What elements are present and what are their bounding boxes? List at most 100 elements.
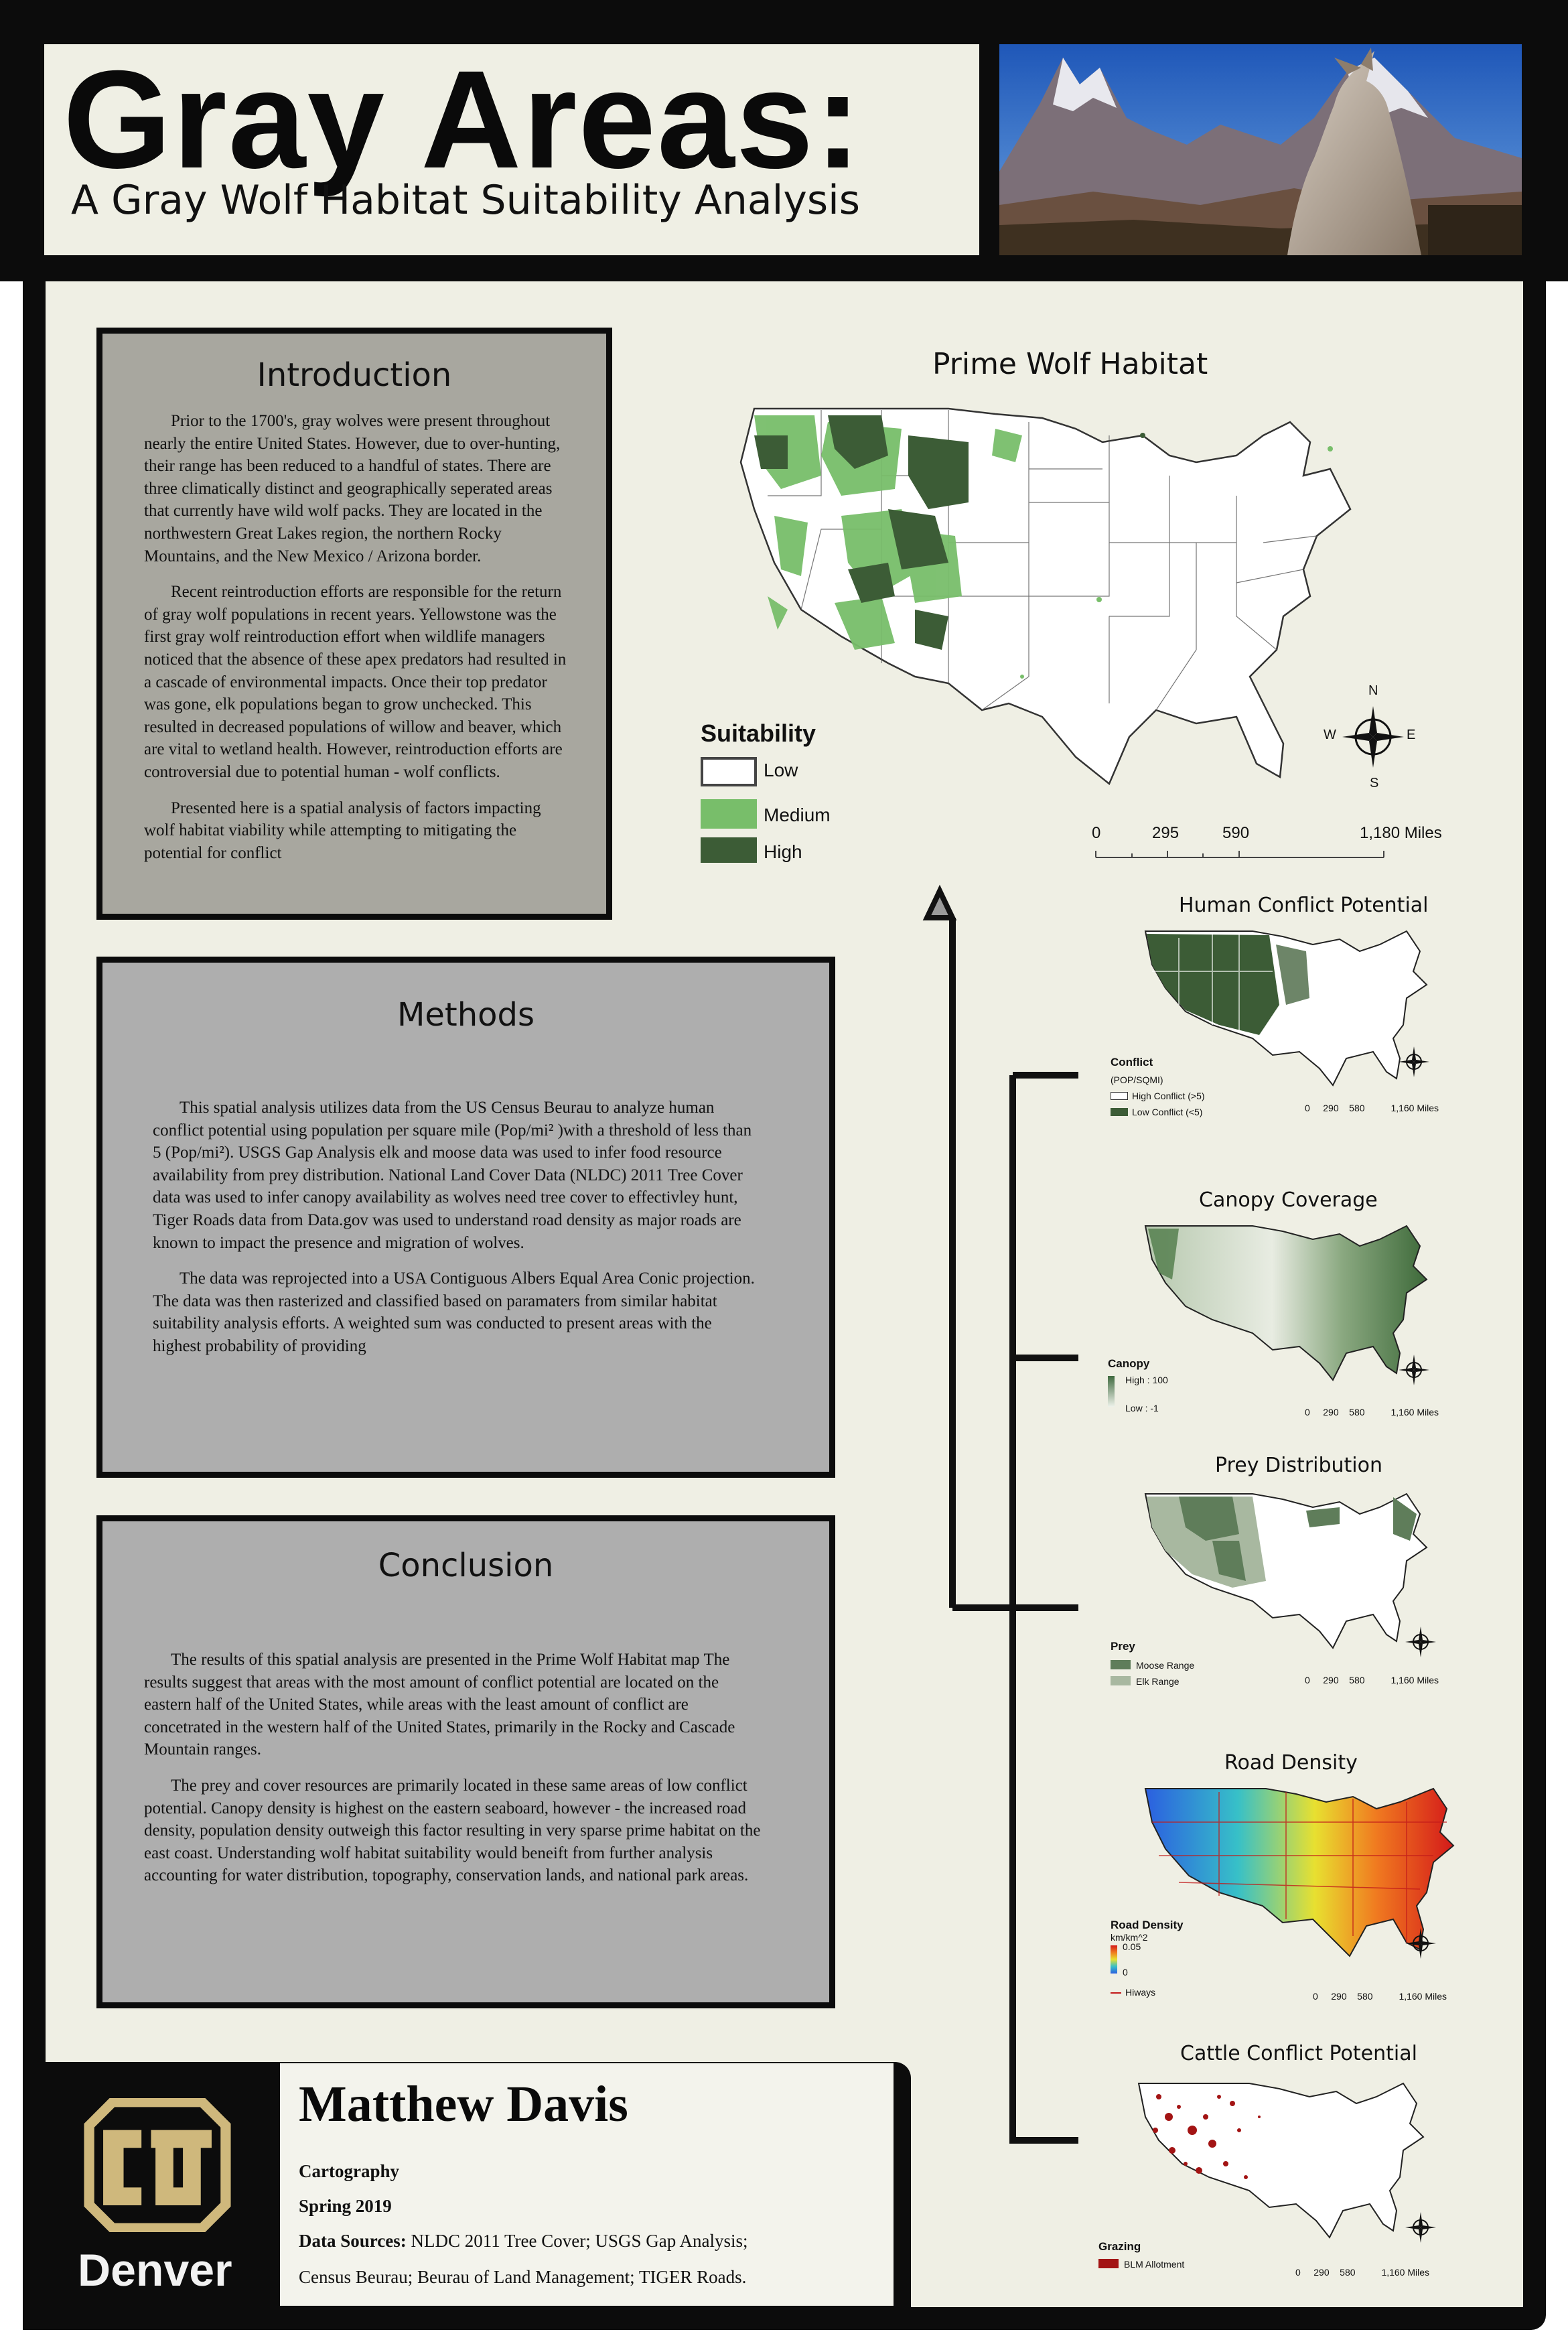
cattle-legend-title: Grazing bbox=[1098, 2240, 1141, 2253]
compass-rose-icon bbox=[1405, 1928, 1436, 1959]
road-legend-hiways: Hiways bbox=[1125, 1987, 1156, 1998]
prey-map-title: Prey Distribution bbox=[1215, 1454, 1383, 1477]
conclusion-paragraph: The results of this spatial analysis are… bbox=[144, 1651, 735, 1759]
author-name: Matthew Davis bbox=[299, 2076, 628, 2132]
cattle-legend-blm: BLM Allotment bbox=[1124, 2259, 1185, 2270]
road-legend-low: 0 bbox=[1123, 1967, 1128, 1978]
methods-text: This spatial analysis utilizes data from… bbox=[153, 1097, 756, 1371]
canopy-map-title: Canopy Coverage bbox=[1199, 1188, 1378, 1212]
conflict-map-title: Human Conflict Potential bbox=[1179, 894, 1429, 917]
scale-tick-3: 1,160 Miles bbox=[1399, 1991, 1447, 2002]
scale-tick-0: 0 bbox=[1313, 1991, 1318, 2002]
conflict-legend-sub: (POP/SQMI) bbox=[1111, 1075, 1163, 1085]
sources-text-1: NLDC 2011 Tree Cover; USGS Gap Analysis; bbox=[406, 2231, 748, 2251]
scale-tick-1: 295 bbox=[1152, 824, 1180, 842]
compass-w: W bbox=[1324, 728, 1336, 742]
cu-denver-wordmark: Denver bbox=[78, 2245, 232, 2296]
cattle-map-title: Cattle Conflict Potential bbox=[1180, 2042, 1417, 2065]
conflict-swatch-high bbox=[1111, 1092, 1128, 1100]
prey-legend-moose: Moose Range bbox=[1136, 1660, 1195, 1671]
conclusion-paragraph: The prey and cover resources are primari… bbox=[144, 1776, 761, 1885]
methods-paragraph: This spatial analysis utilizes data from… bbox=[153, 1099, 752, 1252]
prey-swatch-moose bbox=[1111, 1660, 1131, 1669]
scale-tick-3: 1,160 Miles bbox=[1381, 2267, 1430, 2278]
conflict-legend-high: High Conflict (>5) bbox=[1132, 1091, 1205, 1101]
legend-label-low: Low bbox=[764, 760, 798, 780]
compass-rose-icon bbox=[1399, 1046, 1429, 1077]
road-legend-sub: km/km^2 bbox=[1111, 1932, 1148, 1943]
conclusion-heading: Conclusion bbox=[378, 1547, 554, 1584]
flow-connector bbox=[922, 884, 1078, 2144]
road-ramp bbox=[1111, 1945, 1117, 1974]
scale-tick-3: 1,160 Miles bbox=[1391, 1407, 1439, 1417]
road-line-swatch bbox=[1111, 1992, 1121, 1994]
introduction-text: Prior to the 1700's, gray wolves were pr… bbox=[144, 410, 573, 878]
road-map-title: Road Density bbox=[1224, 1751, 1358, 1775]
scale-tick-1: 290 bbox=[1313, 2267, 1330, 2278]
cattle-scale: 0 290 580 1,160 Miles bbox=[1295, 2267, 1429, 2278]
title-box: Gray Areas: A Gray Wolf Habitat Suitabil… bbox=[44, 42, 979, 255]
canopy-legend-low: Low : -1 bbox=[1125, 1403, 1159, 1413]
prey-swatch-elk bbox=[1111, 1676, 1131, 1685]
introduction-paragraph: Presented here is a spatial analysis of … bbox=[144, 799, 541, 862]
scale-tick-0: 0 bbox=[1092, 824, 1101, 842]
legend-swatch-high bbox=[701, 837, 757, 863]
scale-tick-0: 0 bbox=[1305, 1103, 1310, 1113]
road-legend-high: 0.05 bbox=[1123, 1941, 1141, 1952]
scale-bar bbox=[1095, 851, 1384, 858]
cattle-swatch-blm bbox=[1098, 2259, 1119, 2268]
conclusion-text: The results of this spatial analysis are… bbox=[144, 1649, 767, 1900]
author-box: Matthew Davis Cartography Spring 2019 Da… bbox=[280, 2063, 894, 2306]
conflict-legend-low: Low Conflict (<5) bbox=[1132, 1107, 1203, 1117]
introduction-paragraph: Prior to the 1700's, gray wolves were pr… bbox=[144, 412, 561, 565]
scale-tick-1: 290 bbox=[1323, 1407, 1339, 1417]
canopy-scale: 0 290 580 1,160 Miles bbox=[1305, 1407, 1439, 1417]
main-map-us bbox=[739, 407, 1352, 786]
conflict-map-us bbox=[1144, 930, 1428, 1087]
main-map-title: Prime Wolf Habitat bbox=[932, 347, 1208, 381]
compass-rose-icon bbox=[1405, 2212, 1436, 2243]
course-label: Cartography bbox=[299, 2161, 399, 2182]
term-text: Spring 2019 bbox=[299, 2196, 392, 2216]
road-legend-title: Road Density bbox=[1111, 1919, 1184, 1931]
compass-s: S bbox=[1370, 776, 1379, 790]
course-text: Cartography bbox=[299, 2161, 399, 2181]
term-label: Spring 2019 bbox=[299, 2196, 392, 2217]
scale-tick-2: 580 bbox=[1349, 1103, 1365, 1113]
compass-rose-icon bbox=[1405, 1627, 1436, 1657]
canopy-legend-title: Canopy bbox=[1108, 1357, 1150, 1370]
conflict-scale: 0 290 580 1,160 Miles bbox=[1305, 1103, 1439, 1113]
scale-tick-3: 1,160 Miles bbox=[1391, 1103, 1439, 1113]
canopy-map-us bbox=[1144, 1225, 1428, 1381]
methods-heading: Methods bbox=[397, 996, 535, 1034]
conflict-swatch-low bbox=[1111, 1108, 1128, 1116]
prey-legend-elk: Elk Range bbox=[1136, 1676, 1180, 1687]
poster-title: Gray Areas: bbox=[63, 42, 863, 198]
legend-label-medium: Medium bbox=[764, 805, 831, 825]
methods-panel: Methods This spatial analysis utilizes d… bbox=[96, 957, 835, 1478]
legend-swatch-medium bbox=[701, 799, 757, 829]
howling-wolf-photo bbox=[999, 44, 1522, 255]
compass-n: N bbox=[1368, 683, 1378, 698]
methods-paragraph: The data was reprojected into a USA Cont… bbox=[153, 1269, 755, 1355]
road-scale: 0 290 580 1,160 Miles bbox=[1313, 1991, 1447, 2002]
prey-legend-title: Prey bbox=[1111, 1640, 1135, 1653]
compass-e: E bbox=[1407, 728, 1416, 742]
scale-tick-2: 580 bbox=[1357, 1991, 1373, 2002]
poster-subtitle: A Gray Wolf Habitat Suitability Analysis bbox=[71, 177, 861, 224]
introduction-paragraph: Recent reintroduction efforts are respon… bbox=[144, 583, 567, 781]
prey-map-us bbox=[1144, 1493, 1428, 1649]
sources-line-1: Data Sources: NLDC 2011 Tree Cover; USGS… bbox=[299, 2231, 748, 2252]
scale-tick-1: 290 bbox=[1323, 1103, 1339, 1113]
legend-swatch-low bbox=[701, 757, 757, 786]
conflict-legend-title: Conflict bbox=[1111, 1056, 1153, 1068]
scale-tick-3: 1,180 Miles bbox=[1360, 824, 1442, 842]
scale-tick-0: 0 bbox=[1305, 1675, 1310, 1685]
canopy-legend-high: High : 100 bbox=[1125, 1375, 1168, 1385]
introduction-heading: Introduction bbox=[257, 356, 452, 394]
scale-tick-2: 580 bbox=[1349, 1407, 1365, 1417]
scale-tick-1: 290 bbox=[1323, 1675, 1339, 1685]
sources-line-2: Census Beurau; Beurau of Land Management… bbox=[299, 2267, 747, 2287]
introduction-panel: Introduction Prior to the 1700's, gray w… bbox=[96, 328, 612, 920]
scale-tick-1: 290 bbox=[1331, 1991, 1347, 2002]
